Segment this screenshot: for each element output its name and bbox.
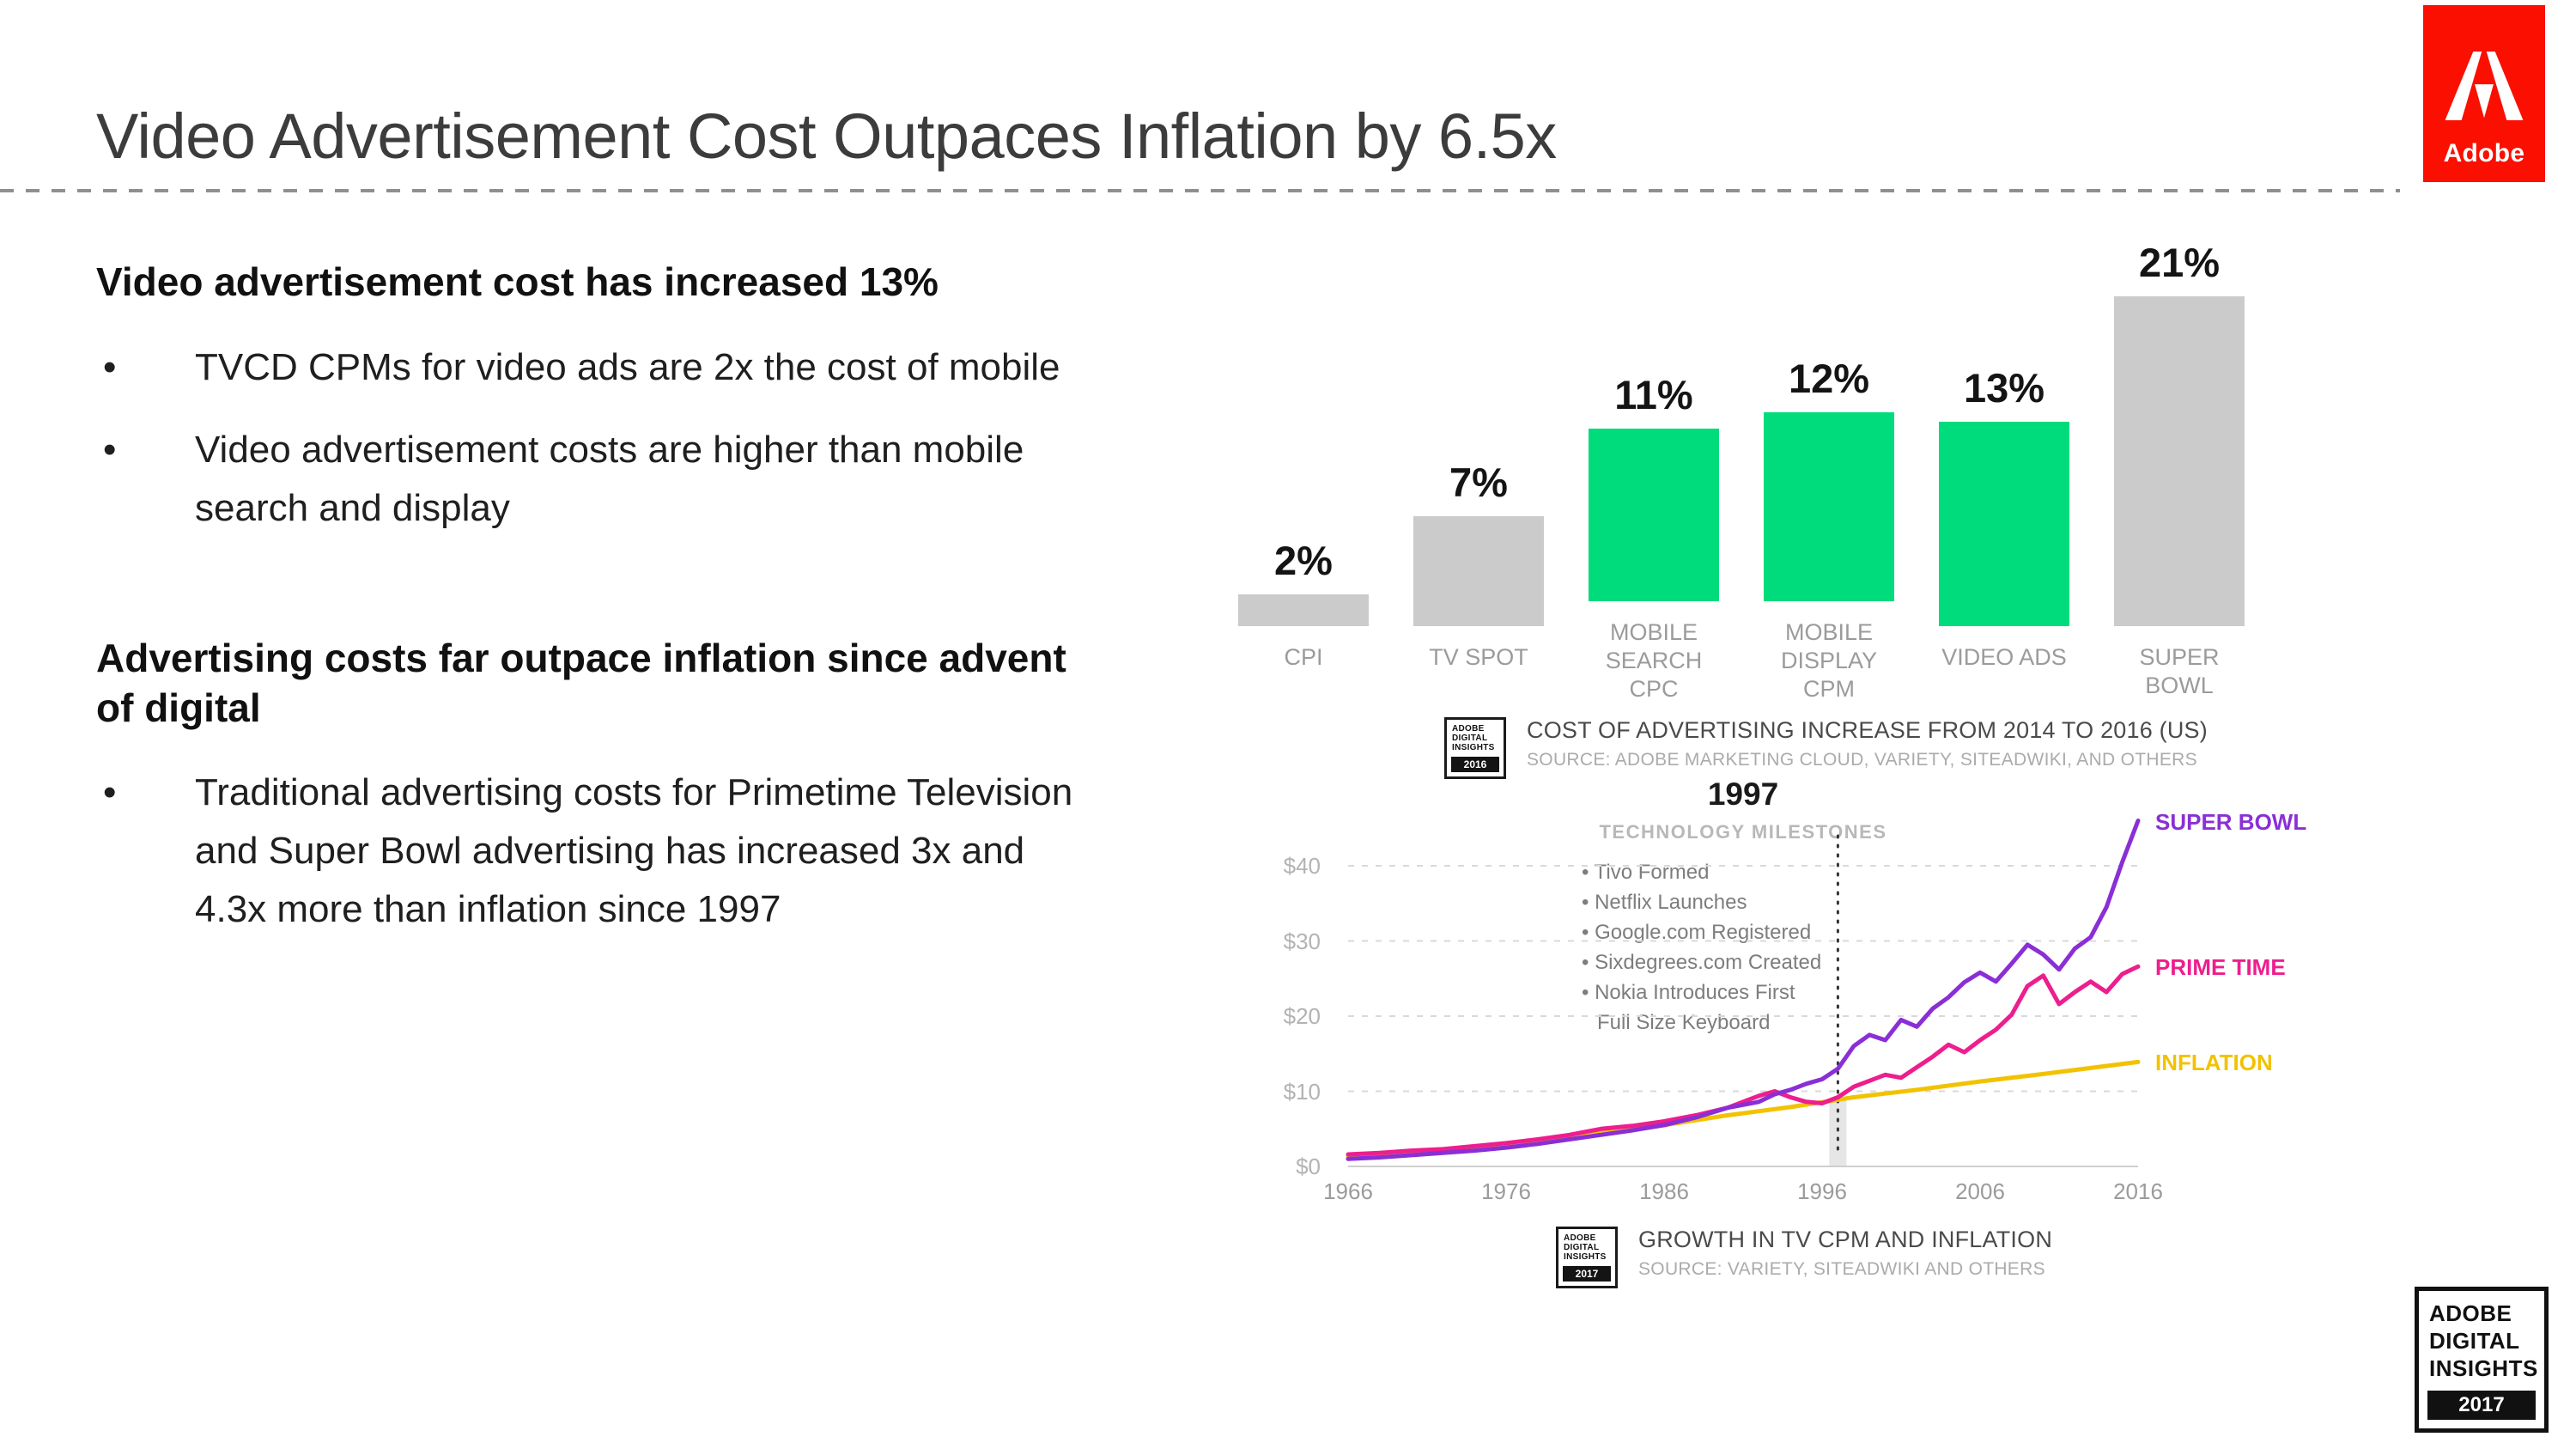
divider bbox=[0, 189, 2400, 192]
page-title: Video Advertisement Cost Outpaces Inflat… bbox=[96, 100, 1557, 172]
bullet-item: Video advertisement costs are higher tha… bbox=[96, 421, 1084, 538]
bar bbox=[1238, 594, 1369, 626]
y-axis-label: $10 bbox=[1283, 1078, 1321, 1105]
bar-stack: 7% bbox=[1413, 197, 1544, 626]
y-axis-label: $0 bbox=[1296, 1154, 1321, 1179]
bar-chart-caption: ADOBE DIGITAL INSIGHTS 2016 COST OF ADVE… bbox=[1444, 717, 2303, 779]
bar bbox=[1589, 428, 1719, 601]
bar-value-label: 7% bbox=[1449, 459, 1508, 505]
section-heading-1: Video advertisement cost has increased 1… bbox=[96, 259, 939, 304]
marker-year-highlight bbox=[1829, 1099, 1847, 1166]
bar-chart-source: SOURCE: ADOBE MARKETING CLOUD, VARIETY, … bbox=[1527, 750, 2197, 770]
milestone-item: • Tivo Formed bbox=[1582, 861, 1710, 884]
section-1-bullet-list: TVCD CPMs for video ads are 2x the cost … bbox=[96, 338, 1084, 539]
bar-category-label: CPI bbox=[1284, 644, 1323, 670]
adi-badge-line: INSIGHTS bbox=[2429, 1355, 2538, 1381]
line-chart-title: GROWTH IN TV CPM AND INFLATION bbox=[1638, 1227, 2053, 1252]
adi-mini-line: INSIGHTS bbox=[1452, 743, 1495, 752]
bar-category-label: MOBILE SEARCH CPC bbox=[1605, 619, 1703, 702]
bar-category-label: TV SPOT bbox=[1429, 644, 1528, 670]
bar-group: 2% CPI bbox=[1238, 197, 1369, 703]
bar-group: 13% VIDEO ADS bbox=[1939, 197, 2069, 703]
technology-milestones-list: • Tivo Formed • Netflix Launches • Google.… bbox=[1582, 857, 1832, 1038]
bullet-item: TVCD CPMs for video ads are 2x the cost … bbox=[96, 338, 1084, 397]
bar-stack: 12% bbox=[1764, 172, 1894, 601]
y-axis-label: $30 bbox=[1283, 928, 1321, 954]
adobe-a-icon bbox=[2445, 52, 2524, 120]
section-2-bullet-list: Traditional advertising costs for Primet… bbox=[96, 764, 1084, 940]
x-axis-label: 2016 bbox=[2113, 1178, 2163, 1204]
adi-mini-line: ADOBE bbox=[1452, 724, 1485, 734]
bar-value-label: 21% bbox=[2138, 239, 2221, 285]
milestone-item: • Sixdegrees.com Created bbox=[1582, 951, 1822, 974]
adi-mini-line: ADOBE bbox=[1564, 1233, 1596, 1243]
bar-stack: 13% bbox=[1939, 197, 2069, 626]
bar-group: 21% SUPER BOWL bbox=[2114, 197, 2245, 703]
series-prime-time bbox=[1346, 964, 2141, 1157]
bar-category-label: VIDEO ADS bbox=[1941, 644, 2067, 670]
legend-super-bowl: SUPER BOWL bbox=[2155, 808, 2307, 835]
bar-value-label: 13% bbox=[1963, 365, 2045, 411]
legend-prime-time: PRIME TIME bbox=[2155, 954, 2286, 981]
bar-category-label: SUPER BOWL bbox=[2139, 644, 2220, 698]
line-chart-source: SOURCE: VARIETY, SITEADWIKI AND OTHERS bbox=[1638, 1259, 2045, 1279]
adi-mini-badge-text: ADOBE DIGITAL INSIGHTS bbox=[1558, 1229, 1615, 1264]
bar-value-label: 11% bbox=[1614, 371, 1693, 417]
bar-value-label: 12% bbox=[1788, 356, 1870, 402]
bar-stack: 11% bbox=[1589, 172, 1719, 601]
legend-inflation: INFLATION bbox=[2155, 1050, 2273, 1076]
bar bbox=[2114, 295, 2245, 626]
bar bbox=[1764, 412, 1894, 601]
section-heading-2: Advertising costs far outpace inflation … bbox=[96, 636, 1066, 730]
y-axis-label: $20 bbox=[1283, 1003, 1321, 1029]
adobe-wordmark: Adobe bbox=[2443, 139, 2525, 167]
line-chart-caption: ADOBE DIGITAL INSIGHTS 2017 GROWTH IN TV… bbox=[1556, 1227, 2052, 1288]
adi-mini-badge-text: ADOBE DIGITAL INSIGHTS bbox=[1447, 720, 1504, 755]
line-chart-subtitle: TECHNOLOGY MILESTONES bbox=[1599, 821, 1887, 843]
bar-stack: 21% bbox=[2114, 197, 2245, 626]
line-chart-marker-title: 1997 bbox=[1707, 776, 1779, 812]
x-axis-label: 2006 bbox=[1955, 1178, 2005, 1204]
x-axis-label: 1976 bbox=[1481, 1178, 1531, 1204]
left-text-column: Video advertisement cost has increased 1… bbox=[96, 258, 1084, 964]
adi-mini-year: 2017 bbox=[1563, 1266, 1611, 1282]
series-inflation bbox=[1346, 1059, 2141, 1160]
bar-stack: 2% bbox=[1238, 197, 1369, 626]
adi-badge-line: DIGITAL bbox=[2429, 1328, 2520, 1354]
line-chart-plot bbox=[1346, 819, 2141, 1167]
bar-chart-plot: 2% CPI 7% TV SPOT 11% MOBILE SEARCH CPC 12% MOB… bbox=[1238, 172, 2303, 703]
adi-mini-line: DIGITAL bbox=[1452, 734, 1488, 743]
adi-badge: ADOBE DIGITAL INSIGHTS 2017 bbox=[2415, 1287, 2549, 1433]
x-axis-label: 1966 bbox=[1323, 1178, 1373, 1204]
bar-chart-title: COST OF ADVERTISING INCREASE FROM 2014 T… bbox=[1527, 717, 2208, 743]
adi-mini-badge: ADOBE DIGITAL INSIGHTS 2016 bbox=[1444, 717, 1506, 779]
adobe-logo: Adobe bbox=[2423, 5, 2545, 182]
bar-chart: 2% CPI 7% TV SPOT 11% MOBILE SEARCH CPC 12% MOB… bbox=[1238, 172, 2303, 779]
bar bbox=[1413, 515, 1544, 626]
bar-group: 12% MOBILE DISPLAY CPM bbox=[1764, 172, 1894, 703]
adi-badge-line: ADOBE bbox=[2429, 1300, 2512, 1326]
y-axis-label: $40 bbox=[1283, 853, 1321, 879]
bar-group: 7% TV SPOT bbox=[1413, 197, 1544, 703]
bullet-item: Traditional advertising costs for Primet… bbox=[96, 764, 1084, 940]
adi-mini-year: 2016 bbox=[1451, 757, 1499, 772]
adi-mini-line: INSIGHTS bbox=[1564, 1252, 1607, 1262]
bar-value-label: 2% bbox=[1274, 538, 1333, 584]
x-axis-label: 1996 bbox=[1797, 1178, 1847, 1204]
x-axis-label: 1986 bbox=[1639, 1178, 1689, 1204]
adi-badge-year: 2017 bbox=[2427, 1391, 2536, 1420]
bar-category-label: MOBILE DISPLAY CPM bbox=[1780, 619, 1878, 702]
adi-mini-line: DIGITAL bbox=[1564, 1243, 1600, 1252]
series-super-bowl bbox=[1346, 819, 2141, 1161]
milestone-item: • Netflix Launches bbox=[1582, 891, 1747, 914]
adi-badge-text: ADOBE DIGITAL INSIGHTS bbox=[2419, 1291, 2544, 1387]
bar-group: 11% MOBILE SEARCH CPC bbox=[1589, 172, 1719, 703]
bar bbox=[1939, 422, 2069, 626]
adi-mini-badge: ADOBE DIGITAL INSIGHTS 2017 bbox=[1556, 1227, 1618, 1288]
line-chart: 1997 TECHNOLOGY MILESTONES • Tivo Formed… bbox=[1279, 771, 2306, 1338]
milestone-item: • Nokia Introduces First Full Size Keybo… bbox=[1582, 981, 1795, 1034]
